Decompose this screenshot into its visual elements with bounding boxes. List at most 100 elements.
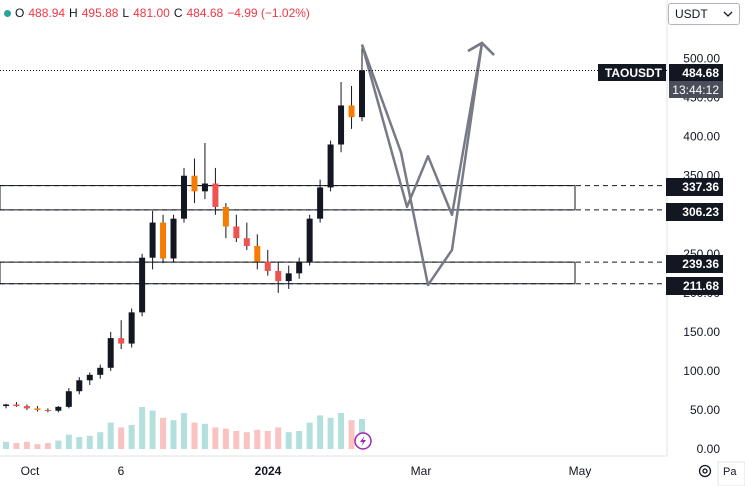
candle-body [338,105,345,145]
volume-bar [97,432,104,449]
level-value: 211.68 [682,279,719,293]
last-price-value: 484.68 [682,65,719,80]
level-tag: 306.23 [666,203,723,221]
open-label: O [15,6,25,20]
symbol-label: TAOUSDT [604,65,662,80]
candle-body [348,105,355,118]
lightning-icon[interactable] [354,432,372,450]
status-dot [4,9,11,17]
volume-bar [254,429,261,449]
candle-body [107,338,114,368]
level-tag: 337.36 [666,178,723,196]
price-axis-label: 150.00 [683,325,720,339]
candle-body [128,312,135,344]
volume-bar [65,434,72,449]
volume-bar [201,423,208,449]
volume-bar [23,441,30,449]
candle-body [65,391,72,407]
candle-body [201,183,208,192]
open-value: 488.94 [28,6,66,20]
chevron-down-icon [723,11,733,17]
candle-body [118,338,125,344]
high-label: H [69,6,78,20]
symbol-tag: TAOUSDT [598,64,666,81]
volume-bar [128,425,135,449]
candle-body [306,218,313,262]
time-axis-label: Mar [411,464,432,478]
projection-drawings[interactable] [360,41,495,287]
candle-body [222,206,229,227]
volume-bar [338,413,345,449]
time-axis-label: 6 [118,464,125,478]
candle-body [55,406,62,411]
bar-countdown: 13:44:12 [672,82,719,97]
candle-body [275,270,282,282]
projection-path[interactable] [360,42,484,217]
candle-body [212,183,219,207]
high-value: 495.88 [81,6,119,20]
currency-label: USDT [675,7,708,21]
volume-bar [233,431,240,449]
volume-bar [107,422,114,449]
volume-bar [327,417,334,449]
level-tag: 239.36 [666,255,723,273]
low-label: L [122,6,130,20]
candle-body [76,380,83,392]
level-tag: 211.68 [666,277,723,295]
candle-body [160,222,167,259]
level-value: 239.36 [682,257,719,271]
currency-select-button[interactable]: USDT [668,3,740,25]
candle-body [254,245,261,262]
volume-bar [139,407,146,449]
candle-body [181,175,187,219]
volume-bar [222,428,229,449]
zone-rectangle[interactable] [0,185,576,211]
candle-body [296,261,303,274]
change-value: −4.99 (−1.02%) [227,6,310,20]
projection-path[interactable] [360,42,484,287]
projection-arrowhead[interactable] [467,41,495,56]
gear-icon[interactable] [698,464,712,478]
candle-body [243,238,250,246]
volume-bar [44,443,51,449]
volume-bar [181,413,187,449]
countdown-tag: 13:44:12 [669,81,723,98]
volume-bar [55,440,62,449]
time-axis-label: May [569,464,592,478]
candle-body [170,218,177,259]
candle-body [233,226,240,239]
volume-bar [275,427,282,449]
partial-button-frame[interactable] [717,461,745,486]
candle-body [149,222,156,258]
partial-button[interactable]: Pa [723,466,737,478]
candle-body [86,374,93,381]
candle-body [13,404,20,407]
level-value: 337.36 [682,180,719,194]
volume-bar [160,417,167,449]
candlestick-series [3,44,365,413]
volume-bar [3,441,9,449]
volume-bar [170,420,177,449]
volume-bar [13,443,20,449]
close-value: 484.68 [186,6,224,20]
candle-body [34,408,41,410]
volume-bar [243,432,250,449]
candle-body [3,404,9,407]
ohlc-legend: O 488.94 H 495.88 L 481.00 C 484.68 −4.99 (−… [4,5,310,21]
candle-body [317,187,324,219]
level-value: 306.23 [682,205,719,219]
candle-body [139,257,146,313]
low-value: 481.00 [133,6,170,20]
volume-bar [212,427,219,449]
candle-body [44,409,51,411]
volume-bar [149,410,156,449]
volume-bar [118,427,125,449]
time-axis[interactable]: Oct 6 2024 Mar May [21,464,592,478]
zone-rectangle[interactable] [0,261,576,285]
candle-body [359,70,365,118]
price-axis-label: 100.00 [683,364,720,378]
candle-body [264,261,271,271]
volume-bar [317,415,324,449]
volume-bar [76,437,83,449]
